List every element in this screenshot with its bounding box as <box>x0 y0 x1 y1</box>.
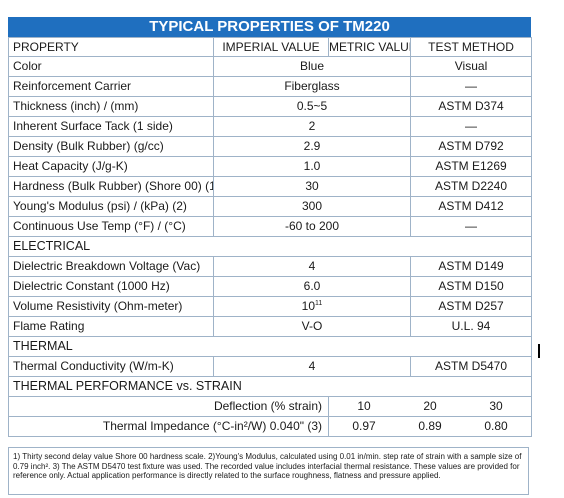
table-row: Volume Resistivity (Ohm-meter) 1011 ASTM D… <box>8 296 532 317</box>
header-imperial: IMPERIAL VALUE <box>213 37 329 57</box>
value-text: 0.5~5 <box>296 99 328 113</box>
impedance-value: 0.80 <box>484 419 508 433</box>
property-value: Blue <box>213 56 411 77</box>
impedance-value: 0.97 <box>352 419 376 433</box>
property-value: Fiberglass <box>213 76 411 97</box>
impedance-value: 0.89 <box>418 419 442 433</box>
property-value: 2.9 <box>213 136 411 157</box>
value-text: Fiberglass <box>284 79 340 93</box>
footnotes: 1) Thirty second delay value Shore 00 ha… <box>8 447 529 495</box>
property-value: 30 <box>213 176 411 197</box>
property-value: V-O <box>213 316 411 337</box>
property-value: -60 to 200 <box>213 216 411 237</box>
section-heading: THERMAL PERFORMANCE vs. STRAIN <box>8 376 532 397</box>
table-row: Reinforcement Carrier Fiberglass — <box>8 76 532 97</box>
test-method: ASTM D412 <box>410 196 532 217</box>
table-row: Dielectric Constant (1000 Hz) 6.0 ASTM D15… <box>8 276 532 297</box>
property-name: Thermal Conductivity (W/m-K) <box>8 356 214 377</box>
table-row: Thickness (inch) / (mm) 0.5~5 ASTM D374 <box>8 96 532 117</box>
property-name: Color <box>8 56 214 77</box>
section-row: THERMAL <box>8 336 532 357</box>
table-row: Flame Rating V-O U.L. 94 <box>8 316 532 337</box>
table-row: Color Blue Visual <box>8 56 532 77</box>
test-method: ASTM D149 <box>410 256 532 277</box>
text-cursor <box>538 344 540 358</box>
property-name: Dielectric Breakdown Voltage (Vac) <box>8 256 214 277</box>
section-heading: THERMAL <box>8 336 532 357</box>
impedance-row: Thermal Impedance (°C-in²/W) 0.040" (3) 0… <box>8 416 532 437</box>
impedance-label: Thermal Impedance (°C-in²/W) 0.040" (3) <box>8 416 329 437</box>
section-row: ELECTRICAL <box>8 236 532 257</box>
test-method: — <box>410 216 532 237</box>
value-exponent: 11 <box>315 300 323 307</box>
value-text: 2 <box>308 119 316 133</box>
test-method: ASTM D257 <box>410 296 532 317</box>
property-value: 4 <box>213 256 411 277</box>
property-name: Volume Resistivity (Ohm-meter) <box>8 296 214 317</box>
properties-sheet: TYPICAL PROPERTIES OF TM220 PROPERTY IMPE… <box>8 17 532 497</box>
property-name: Flame Rating <box>8 316 214 337</box>
header-method: TEST METHOD <box>410 37 532 57</box>
deflection-values: 10 20 30 <box>328 396 532 417</box>
test-method: ASTM D2240 <box>410 176 532 197</box>
property-name: Continuous Use Temp (°F) / (°C) <box>8 216 214 237</box>
property-value: 1011 <box>213 296 411 317</box>
property-value: 2 <box>213 116 411 137</box>
section-row: THERMAL PERFORMANCE vs. STRAIN <box>8 376 532 397</box>
test-method: ASTM D150 <box>410 276 532 297</box>
property-name: Inherent Surface Tack (1 side) <box>8 116 214 137</box>
deflection-value: 10 <box>357 399 371 413</box>
property-name: Young's Modulus (psi) / (kPa) (2) <box>8 196 214 217</box>
value-text: 4 <box>308 359 316 373</box>
section-heading: ELECTRICAL <box>8 236 532 257</box>
table-row: Inherent Surface Tack (1 side) 2 — <box>8 116 532 137</box>
property-name: Thickness (inch) / (mm) <box>8 96 214 117</box>
value-text: 30 <box>305 179 319 193</box>
test-method: ASTM D5470 <box>410 356 532 377</box>
deflection-value: 20 <box>423 399 437 413</box>
test-method: Visual <box>410 56 532 77</box>
value-text: V-O <box>301 319 323 333</box>
header-row: PROPERTY IMPERIAL VALUE METRIC VALUE TEST M… <box>8 37 532 57</box>
table-row: Heat Capacity (J/g-K) 1.0 ASTM E1269 <box>8 156 532 177</box>
header-metric: METRIC VALUE <box>328 37 411 57</box>
header-property: PROPERTY <box>8 37 214 57</box>
value-text: Blue <box>299 59 325 73</box>
property-name: Density (Bulk Rubber) (g/cc) <box>8 136 214 157</box>
test-method: — <box>410 76 532 97</box>
property-value: 0.5~5 <box>213 96 411 117</box>
table-row: Young's Modulus (psi) / (kPa) (2) 300 ASTM… <box>8 196 532 217</box>
table-row: Density (Bulk Rubber) (g/cc) 2.9 ASTM D792 <box>8 136 532 157</box>
property-value: 6.0 <box>213 276 411 297</box>
impedance-values: 0.97 0.89 0.80 <box>328 416 532 437</box>
deflection-value: 30 <box>489 399 503 413</box>
value-text: 10 <box>301 299 316 313</box>
property-name: Dielectric Constant (1000 Hz) <box>8 276 214 297</box>
value-text: 1.0 <box>303 159 321 173</box>
property-value: 300 <box>213 196 411 217</box>
property-name: Reinforcement Carrier <box>8 76 214 97</box>
table-row: Dielectric Breakdown Voltage (Vac) 4 ASTM … <box>8 256 532 277</box>
test-method: ASTM E1269 <box>410 156 532 177</box>
table-row: Continuous Use Temp (°F) / (°C) -60 to 20… <box>8 216 532 237</box>
sheet-title: TYPICAL PROPERTIES OF TM220 <box>8 17 531 37</box>
test-method: — <box>410 116 532 137</box>
test-method: U.L. 94 <box>410 316 532 337</box>
test-method: ASTM D374 <box>410 96 532 117</box>
table-row: Hardness (Bulk Rubber) (Shore 00) (1) 30 A… <box>8 176 532 197</box>
property-name: Heat Capacity (J/g-K) <box>8 156 214 177</box>
value-text: 6.0 <box>303 279 321 293</box>
property-name: Hardness (Bulk Rubber) (Shore 00) (1) <box>8 176 214 197</box>
deflection-label: Deflection (% strain) <box>8 396 329 417</box>
table-row: Thermal Conductivity (W/m-K) 4 ASTM D5470 <box>8 356 532 377</box>
value-text: 4 <box>308 259 316 273</box>
property-value: 1.0 <box>213 156 411 177</box>
value-text: 300 <box>301 199 323 213</box>
value-text: -60 to 200 <box>284 219 340 233</box>
property-value: 4 <box>213 356 411 377</box>
properties-table: PROPERTY IMPERIAL VALUE METRIC VALUE TEST M… <box>8 37 532 437</box>
value-text: 2.9 <box>303 139 321 153</box>
deflection-row: Deflection (% strain) 10 20 30 <box>8 396 532 417</box>
test-method: ASTM D792 <box>410 136 532 157</box>
